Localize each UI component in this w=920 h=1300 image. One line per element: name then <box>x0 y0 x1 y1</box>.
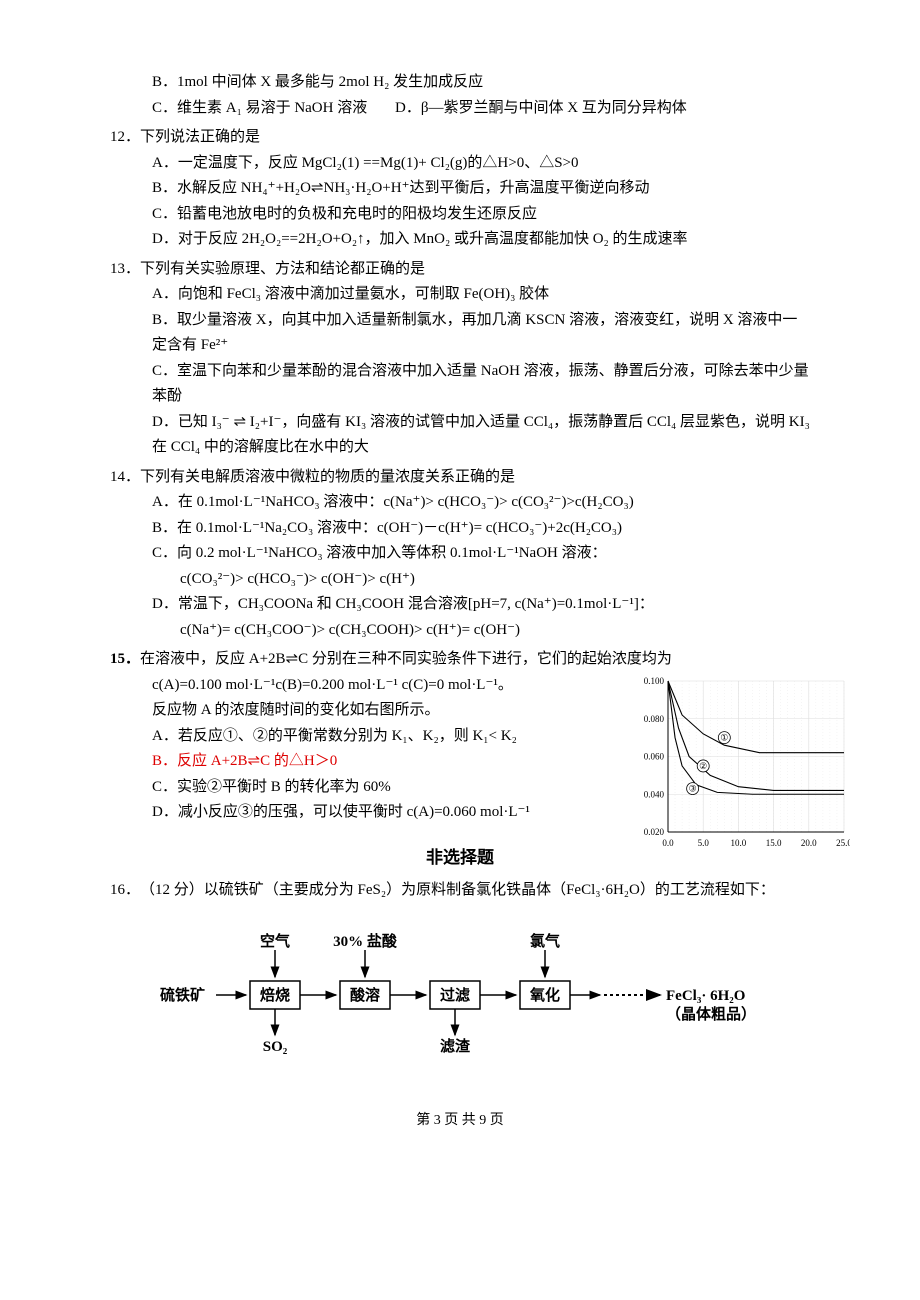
q12-stem: 下列说法正确的是 <box>140 129 260 145</box>
svg-text:酸溶: 酸溶 <box>350 986 380 1004</box>
q12-num: 12． <box>110 125 140 151</box>
question-13: 13．下列有关实验原理、方法和结论都正确的是 A．向饱和 FeCl₃ 溶液中滴加… <box>110 257 810 461</box>
question-16: 16．（12 分）以硫铁矿（主要成分为 FeS₂）为原料制备氯化铁晶体（FeCl… <box>110 878 810 904</box>
q16-num: 16． <box>110 878 140 904</box>
svg-text:空气: 空气 <box>260 932 290 950</box>
process-flow-diagram: 硫铁矿 焙烧 酸溶 过滤 氧化 空气 30% 盐酸 氯气 SO₂ 滤渣 FeCl₃· 6H₂O（晶体… <box>110 920 810 1080</box>
svg-text:25.0: 25.0 <box>836 838 850 848</box>
q15-line3: 反应物 A 的浓度随时间的变化如右图所示。 <box>152 698 642 724</box>
svg-text:（晶体粗品）: （晶体粗品） <box>666 1005 756 1023</box>
svg-text:SO₂: SO₂ <box>263 1039 288 1055</box>
q14-stem: 下列有关电解质溶液中微粒的物质的量浓度关系正确的是 <box>140 469 515 485</box>
q13-opt-a: A．向饱和 FeCl₃ 溶液中滴加过量氨水，可制取 Fe(OH)₃ 胶体 <box>152 282 810 308</box>
concentration-chart: 0.0 5.0 10.0 15.0 20.0 25.0 0.020 0.040 0.060 0.0… <box>630 675 850 850</box>
q15-opt-c: C．实验②平衡时 B 的转化率为 60% <box>152 775 642 801</box>
chart-svg: 0.0 5.0 10.0 15.0 20.0 25.0 0.020 0.040 0.060 0.0… <box>630 675 850 850</box>
question-14: 14．下列有关电解质溶液中微粒的物质的量浓度关系正确的是 A．在 0.1mol·… <box>110 465 810 644</box>
q11-options-partial: B．1mol 中间体 X 最多能与 2mol H₂ 发生加成反应 C．维生素 A… <box>152 70 810 121</box>
q13-opt-b: B．取少量溶液 X，向其中加入适量新制氯水，再加几滴 KSCN 溶液，溶液变红，… <box>152 308 810 359</box>
q15-num: 15． <box>110 647 140 673</box>
svg-text:10.0: 10.0 <box>731 838 747 848</box>
q11-opt-d: D．β—紫罗兰酮与中间体 X 互为同分异构体 <box>395 100 687 116</box>
q14-opt-d2: c(Na⁺)= c(CH₃COO⁻)> c(CH₃COOH)> c(H⁺)= c… <box>180 618 810 644</box>
q14-num: 14． <box>110 465 140 491</box>
svg-text:FeCl₃· 6H₂O: FeCl₃· 6H₂O <box>666 988 745 1004</box>
q16-stem: （12 分）以硫铁矿（主要成分为 FeS₂）为原料制备氯化铁晶体（FeCl₃·6… <box>140 882 775 898</box>
q13-opt-d: D．已知 I₃⁻ ⇌ I₂+I⁻，向盛有 KI₃ 溶液的试管中加入适量 CCl₄… <box>152 410 810 461</box>
svg-text:硫铁矿: 硫铁矿 <box>160 986 205 1004</box>
svg-text:5.0: 5.0 <box>698 838 710 848</box>
q12-opt-a: A．一定温度下，反应 MgCl₂(1) ==Mg(1)+ Cl₂(g)的△H>0… <box>152 151 810 177</box>
page-footer: 第 3 页 共 9 页 <box>110 1109 810 1133</box>
svg-text:0.100: 0.100 <box>644 676 665 686</box>
svg-text:③: ③ <box>689 784 697 794</box>
q12-opt-d: D．对于反应 2H₂O₂==2H₂O+O₂↑，加入 MnO₂ 或升高温度都能加快… <box>152 227 810 253</box>
q15-opt-a: A．若反应①、②的平衡常数分别为 K₁、K₂，则 K₁< K₂ <box>152 724 642 750</box>
q13-stem: 下列有关实验原理、方法和结论都正确的是 <box>140 261 425 277</box>
svg-text:焙烧: 焙烧 <box>260 986 290 1004</box>
q11-opt-c: C．维生素 A₁ 易溶于 NaOH 溶液 <box>152 100 367 116</box>
q14-opt-d: D．常温下，CH₃COONa 和 CH₃COOH 混合溶液[pH=7, c(Na… <box>152 592 810 618</box>
q12-opt-c: C．铅蓄电池放电时的负极和充电时的阳极均发生还原反应 <box>152 202 810 228</box>
svg-text:30% 盐酸: 30% 盐酸 <box>333 932 398 950</box>
q13-opt-c: C．室温下向苯和少量苯酚的混合溶液中加入适量 NaOH 溶液，振荡、静置后分液，… <box>152 359 810 410</box>
svg-text:15.0: 15.0 <box>766 838 782 848</box>
q14-opt-c2: c(CO₃²⁻)> c(HCO₃⁻)> c(OH⁻)> c(H⁺) <box>180 567 810 593</box>
q14-opt-c: C．向 0.2 mol·L⁻¹NaHCO₃ 溶液中加入等体积 0.1mol·L⁻… <box>152 541 810 567</box>
q14-opt-a: A．在 0.1mol·L⁻¹NaHCO₃ 溶液中：c(Na⁺)> c(HCO₃⁻… <box>152 490 810 516</box>
svg-text:0.060: 0.060 <box>644 752 665 762</box>
svg-text:0.040: 0.040 <box>644 789 665 799</box>
q14-opt-b: B．在 0.1mol·L⁻¹Na₂CO₃ 溶液中：c(OH⁻)－c(H⁺)= c… <box>152 516 810 542</box>
svg-text:过滤: 过滤 <box>440 986 470 1004</box>
flow-svg: 硫铁矿 焙烧 酸溶 过滤 氧化 空气 30% 盐酸 氯气 SO₂ 滤渣 FeCl₃· 6H₂O（晶体… <box>150 920 770 1070</box>
svg-text:滤渣: 滤渣 <box>440 1037 471 1055</box>
q12-opt-b: B．水解反应 NH₄⁺+H₂O⇌NH₃·H₂O+H⁺达到平衡后，升高温度平衡逆向… <box>152 176 810 202</box>
q13-num: 13． <box>110 257 140 283</box>
svg-text:20.0: 20.0 <box>801 838 817 848</box>
svg-text:①: ① <box>720 733 728 743</box>
q11-opt-b: B．1mol 中间体 X 最多能与 2mol H₂ 发生加成反应 <box>152 70 786 96</box>
q15-line2: c(A)=0.100 mol·L⁻¹c(B)=0.200 mol·L⁻¹ c(C… <box>152 673 642 699</box>
svg-text:氧化: 氧化 <box>529 986 560 1004</box>
q15-opt-d: D．减小反应③的压强，可以使平衡时 c(A)=0.060 mol·L⁻¹ <box>152 800 642 826</box>
q15-stem: 在溶液中，反应 A+2B⇌C 分别在三种不同实验条件下进行，它们的起始浓度均为 <box>140 651 672 667</box>
svg-text:②: ② <box>699 761 707 771</box>
svg-text:0.080: 0.080 <box>644 714 665 724</box>
q15-opt-b: B．反应 A+2B⇌C 的△H＞0 <box>152 749 642 775</box>
svg-text:氯气: 氯气 <box>530 932 560 950</box>
question-12: 12．下列说法正确的是 A．一定温度下，反应 MgCl₂(1) ==Mg(1)+… <box>110 125 810 253</box>
svg-text:0.0: 0.0 <box>662 838 674 848</box>
svg-text:0.020: 0.020 <box>644 827 665 837</box>
question-15: 15．在溶液中，反应 A+2B⇌C 分别在三种不同实验条件下进行，它们的起始浓度… <box>110 647 810 826</box>
